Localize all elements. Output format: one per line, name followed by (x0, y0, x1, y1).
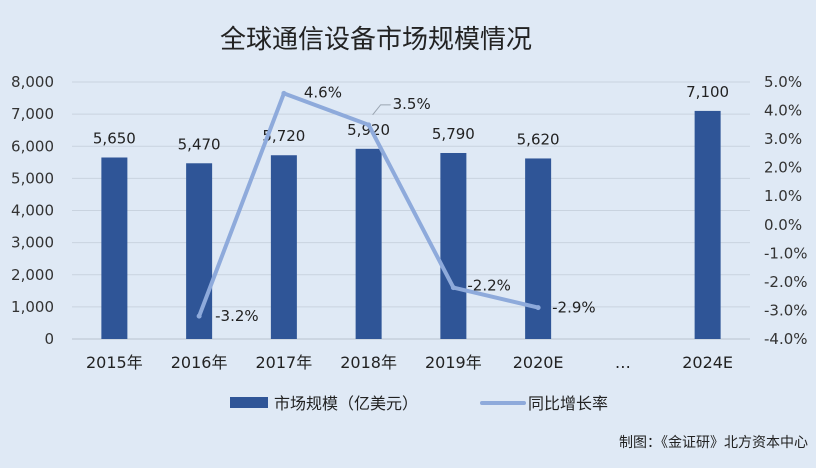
left-tick-label: 5,000 (11, 169, 54, 187)
line-point (281, 90, 287, 96)
bar (270, 155, 297, 339)
line-value-label: -3.2% (215, 307, 259, 325)
bar-value-label: 5,650 (93, 129, 136, 147)
bar (525, 158, 552, 339)
bar (440, 152, 467, 339)
category-label: 2015年 (86, 353, 143, 372)
bar-value-label: 5,720 (262, 127, 305, 145)
bar-value-label: 5,620 (517, 130, 560, 148)
category-label: 2024E (682, 353, 733, 372)
bar-value-label: 5,920 (347, 121, 390, 139)
line-value-label: 4.6% (304, 83, 342, 101)
left-tick-label: 7,000 (11, 105, 54, 123)
line-value-label: -2.2% (467, 277, 511, 295)
left-tick-label: 3,000 (11, 234, 54, 252)
right-tick-label: 0.0% (764, 216, 802, 234)
legend: 市场规模（亿美元） 同比增长率 (230, 394, 608, 413)
category-label: 2018年 (340, 353, 397, 372)
bar (694, 110, 721, 339)
right-tick-label: 3.0% (764, 130, 802, 148)
line-series: -3.2% 4.6% 3.5% -2.2% -2.9% (196, 83, 596, 325)
source-note: 制图：《金证研》北方资本中心 (619, 435, 808, 451)
legend-label-line: 同比增长率 (528, 394, 608, 413)
right-tick-label: -1.0% (764, 244, 808, 262)
bar (355, 148, 382, 339)
left-tick-label: 1,000 (11, 298, 54, 316)
bar (186, 163, 213, 339)
line-point (535, 305, 541, 311)
right-tick-label: 1.0% (764, 187, 802, 205)
line-value-label: 3.5% (393, 95, 431, 113)
right-tick-label: -3.0% (764, 301, 808, 319)
left-tick-label: 0 (44, 330, 54, 348)
category-label: 2016年 (171, 353, 228, 372)
bar-series: 5,650 5,470 5,720 5,920 5,790 5,620 7,100 (93, 83, 729, 339)
category-label: 2019年 (425, 353, 482, 372)
label-leader-line (372, 104, 391, 116)
left-axis: 0 1,000 2,000 3,000 4,000 5,000 6,000 7,000 8,00… (11, 73, 54, 348)
right-tick-label: 4.0% (764, 102, 802, 120)
line-point (196, 313, 202, 319)
line-value-label: -2.9% (552, 299, 596, 317)
bar-value-label: 7,100 (686, 83, 729, 101)
left-tick-label: 2,000 (11, 266, 54, 284)
gridlines (72, 81, 750, 340)
legend-label-bar: 市场规模（亿美元） (274, 394, 418, 413)
chart-title: 全球通信设备市场规模情况 (220, 25, 532, 55)
category-axis: 2015年 2016年 2017年 2018年 2019年 2020E … 2024E (86, 353, 733, 372)
bar-value-label: 5,470 (178, 135, 221, 153)
category-label: 2017年 (256, 353, 313, 372)
left-tick-label: 6,000 (11, 137, 54, 155)
right-tick-label: 2.0% (764, 159, 802, 177)
bar (101, 157, 128, 339)
bar-value-label: 5,790 (432, 125, 475, 143)
left-tick-label: 8,000 (11, 73, 54, 91)
category-label: … (615, 353, 631, 372)
category-label: 2020E (513, 353, 564, 372)
right-tick-label: -4.0% (764, 330, 808, 348)
line-point (366, 122, 372, 128)
right-tick-label: 5.0% (764, 73, 802, 91)
line-point (450, 285, 456, 291)
right-axis: -4.0% -3.0% -2.0% -1.0% 0.0% 1.0% 2.0% 3.0% 4.0%… (764, 73, 808, 348)
left-tick-label: 4,000 (11, 202, 54, 220)
legend-swatch-bar (230, 397, 268, 408)
right-tick-label: -2.0% (764, 273, 808, 291)
